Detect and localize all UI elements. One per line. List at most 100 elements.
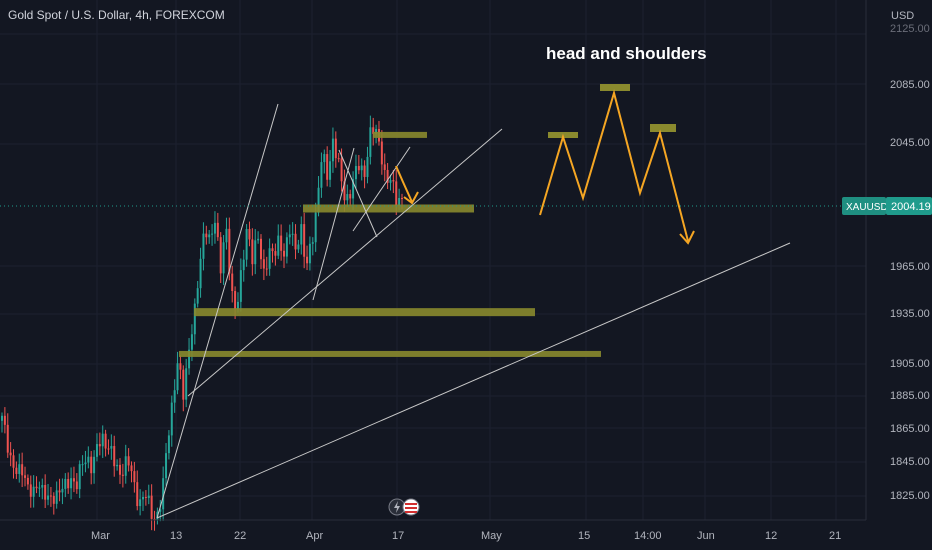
candle-body <box>329 161 332 180</box>
candle-body <box>265 268 268 270</box>
candle-body <box>133 471 136 483</box>
candle-body <box>110 446 113 449</box>
candle-body <box>41 484 44 488</box>
candle-body <box>61 488 64 493</box>
candle-body <box>87 456 90 463</box>
zone-rect <box>179 350 601 357</box>
candle-body <box>38 487 41 489</box>
candle-body <box>389 180 392 183</box>
pattern-annotation[interactable]: head and shoulders <box>546 44 707 63</box>
candle-body <box>6 424 9 453</box>
price-tick: 1885.00 <box>890 390 930 402</box>
candle-body <box>257 238 260 241</box>
candle-body <box>343 181 346 201</box>
candle-body <box>130 465 133 472</box>
candle-body <box>78 464 81 490</box>
candle-body <box>366 156 369 177</box>
candle-body <box>124 456 127 476</box>
candle-body <box>107 448 110 450</box>
candle-body <box>398 198 401 206</box>
candle-body <box>219 237 222 274</box>
candle-body <box>26 477 29 485</box>
head-marker <box>600 84 630 91</box>
trend-line <box>156 242 791 519</box>
candle-body <box>32 486 35 497</box>
candle-body <box>15 467 18 474</box>
price-tick: 2085.00 <box>890 79 930 91</box>
time-tick: 15 <box>578 530 590 542</box>
candle-body <box>67 478 70 489</box>
candle-body <box>234 291 237 309</box>
time-tick: 12 <box>765 530 777 542</box>
candle-body <box>357 166 360 171</box>
candle-body <box>173 390 176 403</box>
price-axis[interactable]: USD 2125.00 2085.00 2045.00 1965.00 1935… <box>865 0 930 520</box>
candle-body <box>84 462 87 465</box>
time-tick: 17 <box>392 530 404 542</box>
candle-body <box>147 495 150 498</box>
candle-body <box>352 179 355 199</box>
candle-body <box>225 228 228 243</box>
candle-body <box>90 456 93 474</box>
candle-body <box>127 456 130 466</box>
candle-body <box>182 369 185 400</box>
candle-body <box>55 490 58 504</box>
candle-body <box>185 368 188 400</box>
candle-body <box>383 164 386 170</box>
candle-body <box>9 452 12 456</box>
candle-body <box>72 478 75 482</box>
candle-body <box>262 259 265 269</box>
candle-body <box>280 235 283 251</box>
candle-body <box>188 349 191 369</box>
candle-body <box>395 181 398 206</box>
price-tick-partial: 2125.00 <box>890 23 930 35</box>
event-icons[interactable] <box>388 498 420 516</box>
candle-body <box>222 242 225 274</box>
drawings <box>156 84 791 519</box>
candle-body <box>121 474 124 476</box>
last-price-value: 2004.19 <box>891 201 931 213</box>
candle-body <box>81 464 84 466</box>
candle-body <box>326 154 329 180</box>
candle-body <box>139 499 142 507</box>
candle-body <box>303 224 306 257</box>
price-tick: 1905.00 <box>890 358 930 370</box>
candle-body <box>375 128 378 134</box>
candle-body <box>116 464 119 467</box>
candle-body <box>259 238 262 260</box>
time-axis[interactable]: Mar 13 22 Apr 17 May 15 14:00 Jun 12 21 <box>0 519 866 542</box>
candle-body <box>208 234 211 238</box>
candle-body <box>159 509 162 512</box>
time-tick: Apr <box>306 530 323 542</box>
candle-body <box>29 484 32 497</box>
candle-body <box>167 435 170 454</box>
candle-body <box>308 243 311 264</box>
price-tick: 1845.00 <box>890 456 930 468</box>
candle-body <box>288 234 291 238</box>
symbol-title[interactable]: Gold Spot / U.S. Dollar, 4h, FOREXCOM <box>8 8 225 22</box>
candle-body <box>239 270 242 302</box>
symbol-tag <box>842 197 886 215</box>
time-tick: May <box>481 530 502 542</box>
candle-body <box>49 495 52 497</box>
trend-line <box>187 128 503 397</box>
last-price-badge[interactable]: XAUUSD 2004.19 <box>842 197 932 215</box>
candle-body <box>205 233 208 238</box>
price-tick: 2045.00 <box>890 137 930 149</box>
candle-body <box>24 475 27 478</box>
candle-body <box>52 495 55 504</box>
candle-body <box>93 456 96 474</box>
candles <box>1 115 403 531</box>
candle-body <box>1 415 3 421</box>
candle-body <box>254 240 257 265</box>
candle-body <box>271 248 274 252</box>
candle-body <box>360 165 363 171</box>
candle-body <box>401 198 403 200</box>
candle-body <box>369 127 372 157</box>
candle-body <box>70 478 73 489</box>
candle-body <box>386 169 389 183</box>
candle-body <box>98 444 101 447</box>
zone-rect <box>303 204 474 213</box>
